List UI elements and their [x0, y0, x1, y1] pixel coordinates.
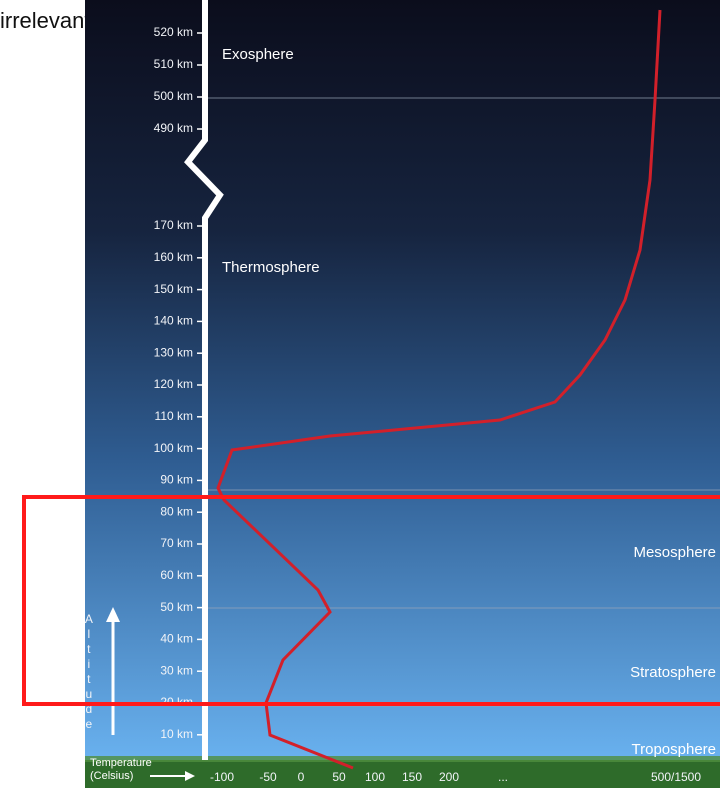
layer-name: Stratosphere: [630, 664, 716, 681]
altitude-label: 510 km: [154, 57, 193, 71]
temperature-label: -50: [259, 770, 277, 784]
altitude-label: 30 km: [160, 663, 193, 677]
altitude-caption: Altitude: [82, 612, 96, 732]
altitude-axis: [184, 0, 224, 760]
temperature-label: ...: [498, 770, 508, 784]
grass: [85, 756, 720, 762]
altitude-label: 70 km: [160, 536, 193, 550]
layer-name: Thermosphere: [222, 259, 320, 276]
temperature-arrowhead: [185, 771, 195, 781]
altitude-label: 90 km: [160, 473, 193, 487]
altitude-label: 520 km: [154, 25, 193, 39]
altitude-label: 10 km: [160, 727, 193, 741]
altitude-label: 110 km: [155, 409, 193, 423]
top-note: irrelevant: [0, 8, 90, 33]
altitude-label: 120 km: [154, 377, 193, 391]
temperature-curve: [216, 9, 662, 770]
altitude-label: 170 km: [154, 218, 193, 232]
temperature-label: -100: [210, 770, 234, 784]
layer-name: Mesosphere: [633, 544, 716, 561]
altitude-label: 40 km: [160, 632, 193, 646]
altitude-label: 150 km: [154, 282, 193, 296]
temperature-label: 0: [298, 770, 305, 784]
sky-background: [85, 0, 720, 770]
altitude-label: 490 km: [154, 121, 193, 135]
altitude-arrowhead: [106, 607, 120, 622]
labels: 520 km 510 km 500 km 490 km 170 km 160 km 150 …: [154, 25, 716, 784]
altitude-label: 140 km: [154, 314, 193, 328]
temperature-label: 100: [365, 770, 385, 784]
temperature-label: 150: [402, 770, 422, 784]
altitude-label: 100 km: [154, 441, 193, 455]
altitude-label: 130 km: [154, 345, 193, 359]
altitude-label: 500 km: [154, 89, 193, 103]
altitude-label: 50 km: [160, 600, 193, 614]
altitude-label: 80 km: [160, 504, 193, 518]
temperature-label: 200: [439, 770, 459, 784]
temperature-caption: (Celsius): [90, 770, 133, 782]
highlight-box: [22, 495, 720, 706]
layer-name: Troposphere: [632, 741, 717, 758]
altitude-label: 160 km: [154, 250, 193, 264]
temperature-label: 500/1500: [651, 770, 701, 784]
layer-name: Exosphere: [222, 46, 294, 63]
temperature-caption: Temperature: [90, 757, 152, 769]
temperature-label: 50: [332, 770, 346, 784]
altitude-label: 60 km: [160, 568, 193, 582]
